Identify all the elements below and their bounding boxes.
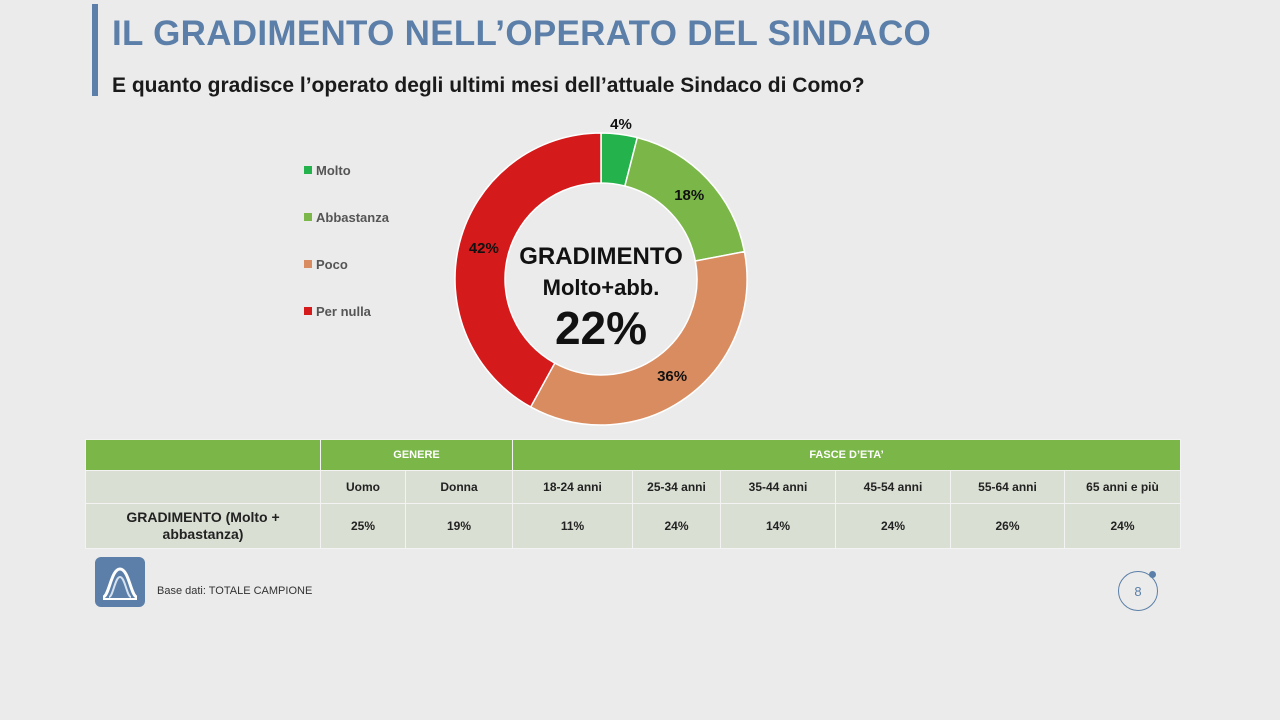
results-table: GENERE FASCE D’ETA’ Uomo Donna 18-24 ann… bbox=[85, 439, 1181, 549]
legend-swatch-per-nulla bbox=[304, 307, 312, 315]
slice-data-label: 42% bbox=[469, 240, 499, 257]
legend-swatch-poco bbox=[304, 260, 312, 268]
legend-label-molto: Molto bbox=[316, 162, 351, 178]
table-cell: 25% bbox=[320, 503, 406, 549]
legend-item-molto: Molto bbox=[304, 161, 389, 179]
group-header-genere: GENERE bbox=[320, 439, 513, 471]
column-header: 25-34 anni bbox=[632, 470, 721, 504]
donut-chart: 4% 18% 36% 42% GRADIMENTO Molto+abb. 22% bbox=[454, 116, 748, 426]
donut-slice-per-nulla bbox=[454, 132, 602, 408]
table-cell: 19% bbox=[405, 503, 513, 549]
slice-data-label: 4% bbox=[610, 116, 632, 133]
row-label: GRADIMENTO (Molto + abbastanza) bbox=[85, 503, 321, 549]
page-number: 8 bbox=[1118, 571, 1158, 611]
donut-slice-poco bbox=[529, 250, 748, 426]
table-header-row: Uomo Donna 18-24 anni 25-34 anni 35-44 a… bbox=[85, 470, 1181, 504]
legend-swatch-abbastanza bbox=[304, 213, 312, 221]
table-group-row: GENERE FASCE D’ETA’ bbox=[85, 439, 1181, 471]
legend-item-poco: Poco bbox=[304, 255, 389, 273]
table-corner-cell bbox=[85, 439, 321, 471]
table-cell: 24% bbox=[835, 503, 951, 549]
table-cell: 14% bbox=[720, 503, 836, 549]
legend-label-per-nulla: Per nulla bbox=[316, 303, 371, 319]
legend-swatch-molto bbox=[304, 166, 312, 174]
page-number-dot-icon bbox=[1149, 571, 1156, 578]
page-number-label: 8 bbox=[1134, 583, 1142, 599]
group-header-fasce-eta: FASCE D’ETA’ bbox=[512, 439, 1181, 471]
column-header: 65 anni e più bbox=[1064, 470, 1181, 504]
chart-legend: Molto Abbastanza Poco Per nulla bbox=[304, 161, 389, 349]
legend-label-poco: Poco bbox=[316, 256, 348, 272]
base-data-note: Base dati: TOTALE CAMPIONE bbox=[157, 585, 313, 597]
column-header: 35-44 anni bbox=[720, 470, 836, 504]
legend-item-abbastanza: Abbastanza bbox=[304, 208, 389, 226]
slice-data-label: 36% bbox=[657, 368, 687, 385]
table-row: GRADIMENTO (Molto + abbastanza) 25% 19% … bbox=[85, 503, 1181, 549]
column-header: 18-24 anni bbox=[512, 470, 633, 504]
brand-logo-icon bbox=[95, 557, 145, 607]
slice-data-label: 18% bbox=[674, 187, 704, 204]
column-header: Donna bbox=[405, 470, 513, 504]
page-subtitle: E quanto gradisce l’operato degli ultimi… bbox=[112, 74, 865, 97]
donut-svg: 4% 18% 36% 42% bbox=[454, 116, 748, 426]
table-cell: 26% bbox=[950, 503, 1065, 549]
center-label-subtitle: Molto+abb. bbox=[542, 275, 660, 300]
center-label-value: 22% bbox=[554, 302, 648, 354]
title-accent-bar bbox=[92, 4, 98, 96]
center-label-title: GRADIMENTO bbox=[519, 243, 683, 270]
table-cell: 24% bbox=[1064, 503, 1181, 549]
legend-item-per-nulla: Per nulla bbox=[304, 302, 389, 320]
table-cell: 11% bbox=[512, 503, 633, 549]
page-title: IL GRADIMENTO NELL’OPERATO DEL SINDACO bbox=[112, 14, 932, 53]
column-header: 55-64 anni bbox=[950, 470, 1065, 504]
column-header: Uomo bbox=[320, 470, 406, 504]
table-cell: 24% bbox=[632, 503, 721, 549]
column-header: 45-54 anni bbox=[835, 470, 951, 504]
header-blank-cell bbox=[85, 470, 321, 504]
legend-label-abbastanza: Abbastanza bbox=[316, 209, 389, 225]
